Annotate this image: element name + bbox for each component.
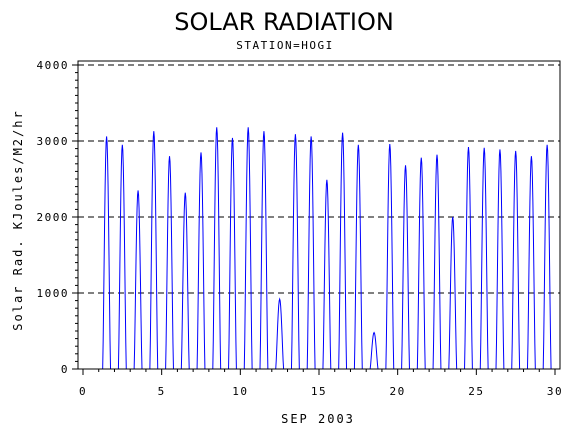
- daily-peak-point: [169, 156, 170, 157]
- daily-peak-point: [311, 136, 312, 137]
- daily-peak-point: [421, 157, 422, 158]
- y-tick-label: 4000: [37, 59, 70, 72]
- y-tick-label: 2000: [37, 211, 70, 224]
- x-tick-label: 30: [547, 385, 563, 398]
- x-tick-label: 5: [158, 385, 166, 398]
- series-group: [102, 127, 555, 370]
- daily-peak-point: [122, 144, 123, 145]
- daily-peak-point: [106, 136, 107, 137]
- x-tick-label: 0: [79, 385, 87, 398]
- y-tick-label: 3000: [37, 135, 70, 148]
- daily-peak-point: [389, 143, 390, 144]
- x-tick-label: 10: [232, 385, 248, 398]
- y-tick-label: 1000: [37, 287, 70, 300]
- x-tick-label: 20: [390, 385, 406, 398]
- daily-peak-point: [436, 154, 437, 155]
- daily-peak-point: [499, 149, 500, 150]
- y-tick-label: 0: [61, 363, 69, 376]
- y-axis-label: Solar Rad. KJoules/M2/hr: [11, 109, 25, 330]
- daily-peak-point: [248, 127, 249, 128]
- daily-peak-point: [547, 144, 548, 145]
- daily-peak-point: [232, 137, 233, 138]
- daily-peak-point: [358, 144, 359, 145]
- daily-peak-point: [468, 146, 469, 147]
- chart-subtitle: STATION=HOGI: [236, 39, 333, 52]
- y-axis: 0 1000 2000 3000 4000: [37, 59, 78, 376]
- daily-peak-point: [216, 127, 217, 128]
- daily-peak-point: [137, 190, 138, 191]
- daily-peak-point: [405, 165, 406, 166]
- daily-peak-point: [515, 150, 516, 151]
- daily-peak-point: [200, 152, 201, 153]
- daily-peak-point: [185, 192, 186, 193]
- x-axis: 0 5 10 15 20 25 30: [79, 369, 563, 398]
- x-tick-label: 25: [468, 385, 484, 398]
- solar-radiation-line: [102, 127, 555, 370]
- chart-title: SOLAR RADIATION: [174, 8, 394, 36]
- daily-peak-point: [484, 147, 485, 148]
- gridlines: [78, 64, 560, 294]
- daily-peak-point: [263, 131, 264, 132]
- daily-peak-point: [342, 132, 343, 133]
- daily-peak-point: [531, 156, 532, 157]
- daily-peak-point: [373, 332, 374, 333]
- daily-peak-point: [153, 131, 154, 132]
- daily-peak-point: [326, 179, 327, 180]
- x-axis-label: SEP 2003: [281, 412, 355, 426]
- x-tick-label: 15: [311, 385, 327, 398]
- daily-peak-point: [279, 298, 280, 299]
- daily-peak-point: [295, 134, 296, 135]
- daily-peak-point: [452, 216, 453, 217]
